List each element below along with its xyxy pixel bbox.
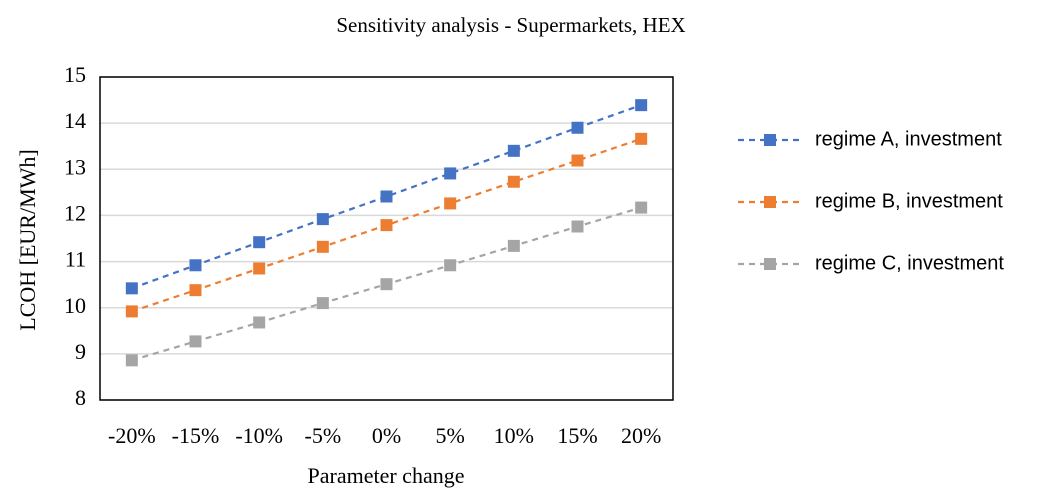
x-tick-label: 15% [557,423,597,448]
marker [125,282,138,295]
x-tick-label: -5% [305,423,342,448]
marker [444,197,457,210]
plot-frame [99,76,674,401]
marker [571,154,584,167]
marker [125,305,138,318]
x-tick-label: -15% [172,423,220,448]
x-tick-label: -10% [235,423,283,448]
y-tick-label: 13 [64,154,86,179]
y-tick-label: 9 [75,339,86,364]
legend-marker [764,134,776,146]
marker [316,213,329,226]
legend-marker [764,258,776,270]
y-tick-label: 10 [64,293,86,318]
x-tick-label: 20% [621,423,661,448]
marker [253,236,266,249]
y-tick-label: 12 [64,200,86,225]
x-axis-label: Parameter change [308,463,465,488]
legend-marker [764,196,776,208]
marker [444,167,457,180]
marker [635,99,648,112]
marker [316,240,329,253]
marker [635,201,648,214]
y-tick-label: 11 [65,247,86,272]
y-axis-label: LCOH [EUR/MWh] [15,149,40,330]
x-tick-label: 10% [494,423,534,448]
x-tick-label: 0% [372,423,401,448]
marker [380,278,393,291]
marker [444,259,457,272]
marker [253,262,266,275]
marker [380,219,393,232]
marker [253,316,266,329]
y-tick-label: 8 [75,385,86,410]
marker [571,220,584,233]
legend-label: regime C, investment [815,252,1004,274]
marker [316,297,329,310]
y-tick-label: 14 [64,108,86,133]
marker [507,144,520,157]
legend-label: regime B, investment [815,190,1003,212]
marker [507,239,520,252]
chart-title: Sensitivity analysis - Supermarkets, HEX [336,13,685,37]
y-tick-label: 15 [64,62,86,87]
marker [189,335,202,348]
marker [380,190,393,203]
marker [635,132,648,145]
x-tick-label: -20% [108,423,156,448]
marker [125,354,138,367]
marker [189,259,202,272]
marker [507,175,520,188]
x-tick-label: 5% [436,423,465,448]
series-line [131,104,642,290]
marker [571,121,584,134]
marker [189,284,202,297]
legend-label: regime A, investment [815,128,1002,150]
